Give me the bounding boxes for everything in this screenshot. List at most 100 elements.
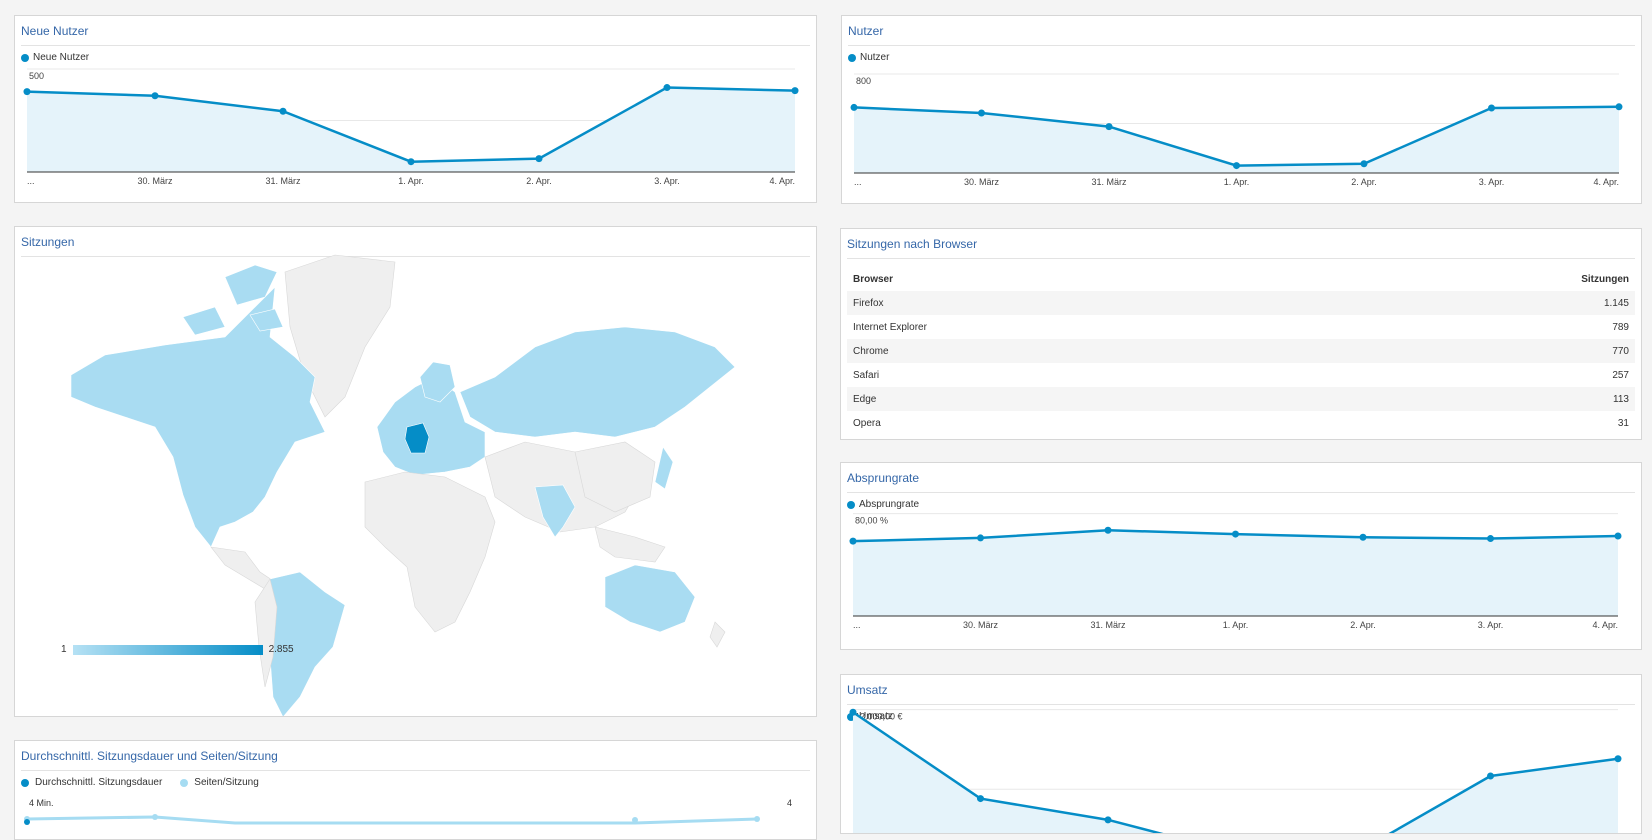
- legend: Absprungrate: [847, 499, 919, 510]
- point: [152, 814, 158, 820]
- right-axis-tick: 4: [786, 798, 792, 808]
- cell-sessions: 789: [1612, 321, 1629, 333]
- x-tick-label: 3. Apr.: [1478, 620, 1504, 630]
- cell-sessions: 1.145: [1603, 297, 1629, 309]
- x-tick-label: 4. Apr.: [769, 176, 795, 186]
- legend-item-pages: Seiten/Sitzung: [180, 777, 259, 788]
- legend-dot-icon: [847, 500, 855, 509]
- data-point: [23, 88, 31, 96]
- card-title[interactable]: Sitzungen nach Browser: [847, 235, 1635, 259]
- card-title[interactable]: Absprungrate: [847, 469, 1635, 493]
- umsatz-chart[interactable]: 12.000,00 €6.000,00 €: [841, 675, 1642, 834]
- world-map[interactable]: [15, 227, 817, 717]
- legend-dot-icon: [847, 712, 855, 721]
- point: [24, 819, 30, 825]
- color-scale: 1 2.855: [61, 644, 294, 655]
- x-tick-label: 3. Apr.: [1479, 177, 1505, 187]
- series-line-pages: [26, 815, 758, 825]
- area-fill: [27, 87, 795, 172]
- map-new-zealand: [709, 621, 726, 648]
- data-point: [151, 92, 159, 100]
- browser-card: Sitzungen nach Browser Browser Sitzungen…: [840, 228, 1642, 440]
- area-fill: [853, 712, 1618, 833]
- map-scandinavia: [419, 361, 456, 403]
- cell-browser: Safari: [853, 369, 880, 381]
- x-tick-label: 30. März: [964, 177, 1000, 187]
- data-point: [1232, 530, 1239, 538]
- map-japan: [654, 446, 674, 490]
- card-title[interactable]: Umsatz: [847, 681, 1635, 705]
- x-tick-label: 4. Apr.: [1593, 177, 1619, 187]
- card-title[interactable]: Sitzungen: [21, 233, 810, 257]
- legend-label: Absprungrate: [859, 499, 920, 510]
- table-row[interactable]: Safari 257: [847, 363, 1635, 387]
- legend-dot-icon: [848, 53, 856, 62]
- sitzungsdauer-chart[interactable]: [15, 741, 817, 840]
- x-tick-label: 1. Apr.: [1223, 620, 1249, 630]
- scale-min: 1: [61, 644, 67, 655]
- cell-browser: Chrome: [853, 345, 889, 357]
- area-fill: [854, 106, 1619, 173]
- data-point: [1487, 535, 1494, 543]
- data-point: [850, 103, 858, 111]
- legend-label: Nutzer: [860, 52, 890, 63]
- legend-dot-icon: [180, 778, 189, 787]
- map-russia: [459, 326, 736, 438]
- map-australia: [604, 564, 696, 633]
- map-india: [534, 484, 576, 538]
- cell-browser: Opera: [853, 417, 881, 429]
- data-point: [1615, 103, 1623, 111]
- data-point: [978, 109, 985, 117]
- header-browser[interactable]: Browser: [853, 273, 894, 285]
- x-tick-label: ...: [854, 177, 862, 187]
- table-row[interactable]: Opera 31: [847, 411, 1635, 435]
- neue-nutzer-card: Neue Nutzer Neue Nutzer 500250...30. Mär…: [14, 15, 817, 203]
- header-sessions[interactable]: Sitzungen: [1581, 273, 1629, 285]
- data-point: [1104, 816, 1112, 824]
- legend-label: Umsatz: [859, 711, 893, 722]
- x-tick-label: 3. Apr.: [654, 176, 680, 186]
- sitzungen-card: Sitzungen 1 2.855: [14, 226, 817, 717]
- y-tick-label: 80,00 %: [855, 516, 888, 526]
- data-point: [407, 158, 415, 166]
- cell-browser: Firefox: [853, 297, 884, 309]
- data-point: [1359, 533, 1367, 541]
- table-row[interactable]: Internet Explorer 789: [847, 315, 1635, 339]
- data-point: [1105, 123, 1113, 131]
- cell-sessions: 113: [1613, 393, 1629, 405]
- cell-sessions: 31: [1617, 417, 1629, 429]
- x-tick-label: 2. Apr.: [526, 176, 552, 186]
- card-title[interactable]: Durchschnittl. Sitzungsdauer und Seiten/…: [21, 747, 810, 771]
- point: [632, 817, 638, 823]
- table-row[interactable]: Edge 113: [847, 387, 1635, 411]
- data-point: [1614, 755, 1622, 763]
- x-tick-label: ...: [27, 176, 35, 186]
- data-point: [1614, 532, 1622, 540]
- card-title[interactable]: Nutzer: [848, 22, 1635, 46]
- absprungrate-card: Absprungrate Absprungrate 80,00 %40,00 %…: [840, 462, 1642, 650]
- y-tick-label: 800: [856, 76, 871, 86]
- data-point: [977, 534, 984, 542]
- card-title[interactable]: Neue Nutzer: [21, 22, 810, 46]
- data-point: [849, 708, 857, 716]
- legend-item-duration: Durchschnittl. Sitzungsdauer: [21, 777, 162, 788]
- x-tick-label: 31. März: [265, 176, 301, 186]
- table-row[interactable]: Firefox 1.145: [847, 291, 1635, 315]
- data-point: [1488, 104, 1495, 112]
- map-central-america: [210, 546, 276, 590]
- x-tick-label: 1. Apr.: [398, 176, 424, 186]
- y-tick-label: 500: [29, 71, 44, 81]
- map-germany: [404, 422, 430, 454]
- map-africa: [364, 471, 496, 633]
- table-row[interactable]: Chrome 770: [847, 339, 1635, 363]
- data-point: [1104, 526, 1112, 534]
- map-canada-islands: [182, 264, 284, 336]
- cell-sessions: 770: [1612, 345, 1629, 357]
- legend-label: Neue Nutzer: [33, 52, 90, 63]
- cell-sessions: 257: [1612, 369, 1629, 381]
- point: [754, 816, 760, 822]
- map-china: [574, 441, 656, 513]
